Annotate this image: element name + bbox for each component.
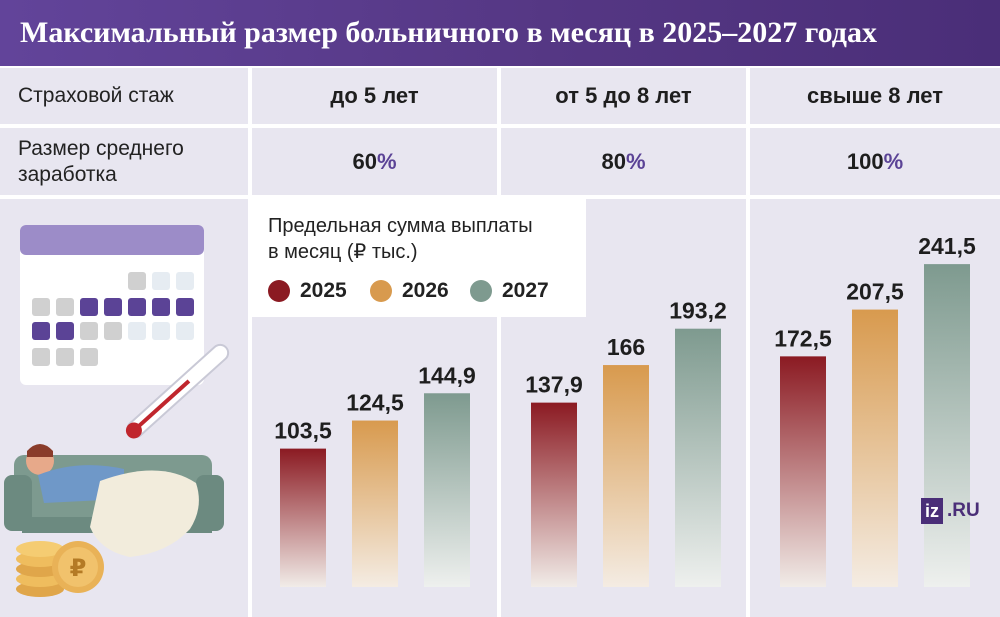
iz-logo-text: .RU [947, 500, 980, 521]
legend-dot-2026 [370, 280, 392, 302]
percent-symbol-2: % [625, 148, 646, 174]
legend-dot-2025 [268, 280, 290, 302]
sick-person-illustration: ₽ [4, 225, 230, 597]
group-header-1-text: до 5 лет [330, 83, 419, 108]
legend-title: Предельная сумма выплаты в месяц (₽ тыс.… [268, 213, 568, 265]
calendar-icon [20, 225, 204, 385]
legend-title-line1: Предельная сумма выплаты [268, 215, 533, 237]
bar-label-2026-1: 124,5 [346, 390, 404, 416]
bar-2027-3 [924, 264, 970, 587]
iz-logo: iz .RU [921, 498, 980, 524]
row-label-zarabotok: Размер среднего заработка [0, 128, 248, 195]
legend-item-2026: 2026 [370, 279, 449, 303]
bar-2026-1 [352, 420, 398, 587]
group-header-3: свыше 8 лет [750, 68, 1000, 124]
legend-label-2026: 2026 [402, 279, 449, 302]
bar-label-2027-1: 144,9 [418, 362, 476, 388]
bar-2027-1 [424, 393, 470, 587]
percent-value-1: 60 [352, 148, 377, 174]
bar-label-2025-2: 137,9 [525, 372, 583, 398]
bar-label-2026-3: 207,5 [846, 279, 904, 305]
bar-2025-3 [780, 356, 826, 587]
percent-value-2: 80 [601, 148, 626, 174]
bar-label-2025-3: 172,5 [774, 325, 832, 351]
bar-2026-3 [852, 309, 898, 587]
legend-item-2027: 2027 [470, 279, 549, 303]
row-label-zarabotok-line2: заработка [18, 162, 117, 186]
legend-title-line2: в месяц (₽ тыс.) [268, 241, 418, 263]
legend: Предельная сумма выплаты в месяц (₽ тыс.… [252, 199, 586, 317]
legend-label-2025: 2025 [300, 279, 347, 302]
bar-label-2027-3: 241,5 [918, 233, 976, 259]
bar-2025-1 [280, 448, 326, 587]
group-header-3-text: свыше 8 лет [807, 83, 943, 108]
bar-label-2027-2: 193,2 [669, 298, 727, 324]
bar-2026-2 [603, 365, 649, 587]
person-icon [26, 444, 199, 557]
percent-symbol-1: % [376, 148, 397, 174]
iz-logo-box: iz [921, 498, 944, 524]
row-label-stazh: Страховой стаж [0, 68, 248, 124]
coins-icon: ₽ [16, 541, 104, 597]
group-header-2: от 5 до 8 лет [501, 68, 746, 124]
row-label-stazh-text: Страховой стаж [18, 84, 174, 107]
bar-label-2026-2: 166 [607, 334, 645, 360]
bar-2027-2 [675, 328, 721, 587]
legend-label-2027: 2027 [502, 279, 549, 302]
group-header-1: до 5 лет [252, 68, 497, 124]
percent-cell-3: 100% [750, 128, 1000, 195]
legend-dot-2027 [470, 280, 492, 302]
bar-2025-2 [531, 402, 577, 587]
thermometer-icon [125, 343, 230, 439]
percent-cell-2: 80% [501, 128, 746, 195]
percent-value-3: 100 [846, 148, 884, 174]
percent-cell-1: 60% [252, 128, 497, 195]
legend-item-2025: 2025 [268, 279, 347, 303]
percent-symbol-3: % [883, 148, 904, 174]
bar-label-2025-1: 103,5 [274, 418, 332, 444]
svg-text:₽: ₽ [70, 554, 87, 582]
page-title: Максимальный размер больничного в месяц … [0, 0, 1000, 66]
group-header-2-text: от 5 до 8 лет [555, 83, 692, 108]
row-label-zarabotok-line1: Размер среднего [18, 136, 184, 160]
